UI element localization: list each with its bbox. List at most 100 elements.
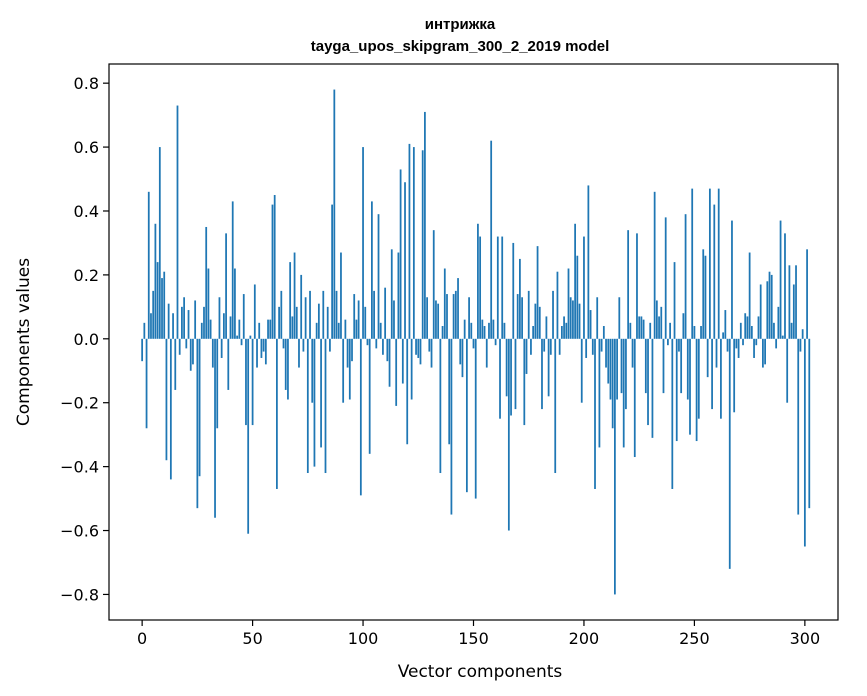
bar-57 <box>267 319 269 339</box>
bar-193 <box>567 268 570 339</box>
bar-297 <box>797 338 800 515</box>
bar-146 <box>463 319 466 339</box>
x-tick-label: 0 <box>137 629 147 648</box>
bar-227 <box>642 319 645 339</box>
bar-177 <box>532 326 535 339</box>
bar-94 <box>348 338 351 400</box>
bar-200 <box>583 236 585 339</box>
bar-45 <box>240 338 243 346</box>
bar-60 <box>273 195 276 339</box>
bar-141 <box>452 294 455 339</box>
bar-72 <box>300 274 303 339</box>
bar-109 <box>382 338 384 355</box>
bar-18 <box>181 306 183 339</box>
bar-166 <box>507 338 510 531</box>
bar-104 <box>371 201 373 339</box>
bar-22 <box>189 338 192 371</box>
bar-67 <box>289 262 292 339</box>
bar-224 <box>636 233 638 339</box>
bar-152 <box>477 223 479 339</box>
y-tick-label: −0.8 <box>60 585 99 604</box>
bar-25 <box>196 338 199 509</box>
bar-131 <box>430 338 433 368</box>
bar-210 <box>605 338 607 368</box>
bar-207 <box>598 338 601 448</box>
bar-43 <box>236 335 239 339</box>
bar-226 <box>640 316 643 339</box>
bar-262 <box>720 338 722 419</box>
bar-98 <box>357 300 360 339</box>
bar-95 <box>351 338 353 362</box>
bar-259 <box>713 204 716 339</box>
bar-51 <box>253 284 256 339</box>
bar-251 <box>695 338 698 442</box>
bar-296 <box>795 265 797 339</box>
bar-201 <box>585 338 588 358</box>
bar-8 <box>158 147 161 339</box>
bar-144 <box>459 338 462 365</box>
bar-241 <box>673 262 676 339</box>
bar-204 <box>591 338 594 355</box>
bar-180 <box>538 306 541 339</box>
bar-55 <box>262 338 265 352</box>
bar-149 <box>470 322 473 339</box>
bar-21 <box>187 310 190 339</box>
bar-75 <box>306 338 309 474</box>
bar-23 <box>192 338 194 365</box>
bar-254 <box>702 249 705 339</box>
bar-220 <box>627 230 630 339</box>
y-tick-label: −0.2 <box>60 394 99 413</box>
bar-50 <box>251 338 254 426</box>
y-tick-label: 0.8 <box>74 74 99 93</box>
bar-293 <box>788 265 791 339</box>
bar-11 <box>165 338 168 461</box>
bar-92 <box>344 319 347 339</box>
bar-46 <box>242 294 245 339</box>
bar-40 <box>229 316 232 339</box>
bar-186 <box>552 290 554 339</box>
bar-53 <box>258 322 261 339</box>
bar-113 <box>390 249 393 339</box>
bar-73 <box>302 338 305 352</box>
bar-194 <box>569 297 572 339</box>
bar-63 <box>280 290 283 339</box>
bar-150 <box>472 338 475 349</box>
bar-142 <box>454 290 457 339</box>
bar-263 <box>722 332 725 339</box>
bar-135 <box>439 338 442 474</box>
bar-154 <box>481 319 484 339</box>
bar-48 <box>247 338 250 534</box>
bar-243 <box>678 338 680 352</box>
x-axis-label: Vector components <box>398 662 563 682</box>
bar-209 <box>602 326 605 339</box>
bar-102 <box>366 338 369 346</box>
bar-169 <box>514 338 517 410</box>
bar-266 <box>728 338 731 569</box>
bars-layer <box>141 89 811 595</box>
bar-106 <box>375 338 378 349</box>
x-tick-label: 50 <box>242 629 262 648</box>
bar-123 <box>412 147 415 339</box>
bar-167 <box>510 338 512 416</box>
bar-39 <box>227 338 230 390</box>
bar-272 <box>742 338 744 346</box>
bar-267 <box>731 220 733 339</box>
bar-168 <box>512 242 515 339</box>
bar-199 <box>580 338 583 403</box>
bar-235 <box>660 306 663 339</box>
bar-255 <box>704 255 707 339</box>
bar-49 <box>249 335 252 339</box>
bar-253 <box>700 326 702 339</box>
bar-184 <box>547 338 550 397</box>
bar-291 <box>784 233 786 339</box>
bar-125 <box>417 338 420 358</box>
bar-122 <box>410 338 413 400</box>
y-axis-label: Components values <box>14 258 34 426</box>
bar-37 <box>222 313 225 339</box>
bar-264 <box>724 310 727 339</box>
bar-110 <box>384 287 387 339</box>
bar-13 <box>169 338 172 480</box>
bar-77 <box>311 338 314 403</box>
bar-202 <box>587 185 590 339</box>
bar-274 <box>746 316 749 339</box>
